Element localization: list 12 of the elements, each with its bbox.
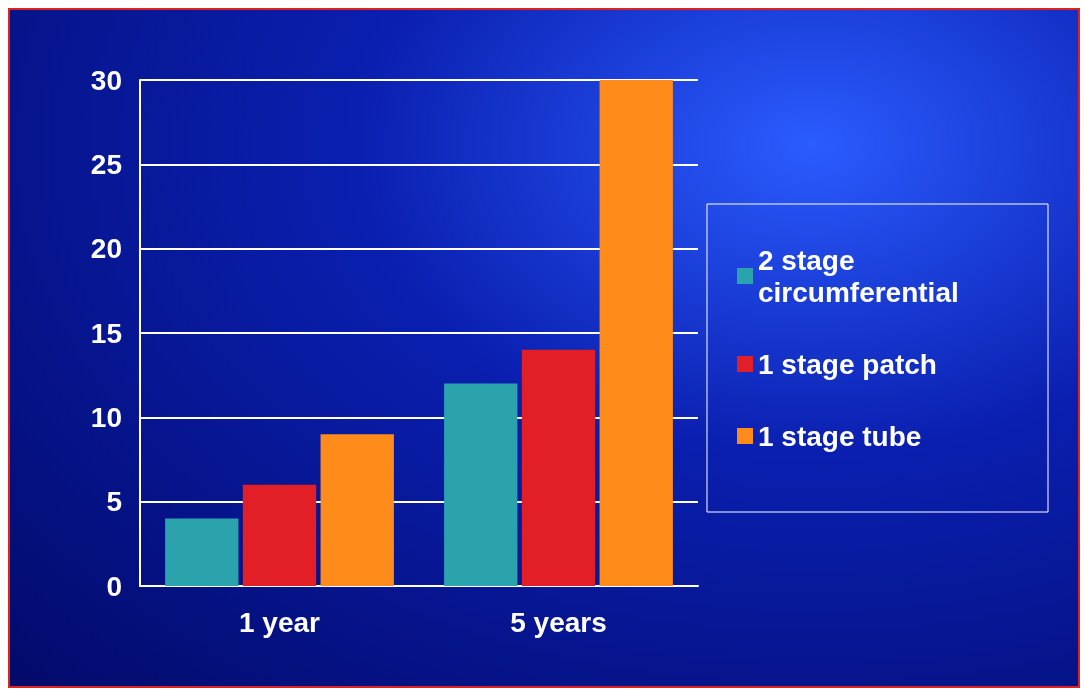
y-tick-label: 30 (90, 64, 122, 96)
x-tick-label: 5 years (510, 606, 607, 638)
y-tick-label: 0 (106, 570, 122, 602)
y-tick-label: 10 (90, 401, 122, 433)
legend-label: 2 stage circumferential (758, 244, 959, 308)
y-tick-label: 20 (90, 233, 122, 265)
legend-label: 1 stage patch (758, 348, 937, 380)
y-tick-label: 5 (106, 486, 122, 518)
x-tick-label: 1 year (239, 606, 321, 638)
y-tick-label: 25 (90, 148, 122, 180)
legend-label: 1 stage tube (758, 420, 922, 452)
y-tick-label: 15 (90, 317, 122, 349)
